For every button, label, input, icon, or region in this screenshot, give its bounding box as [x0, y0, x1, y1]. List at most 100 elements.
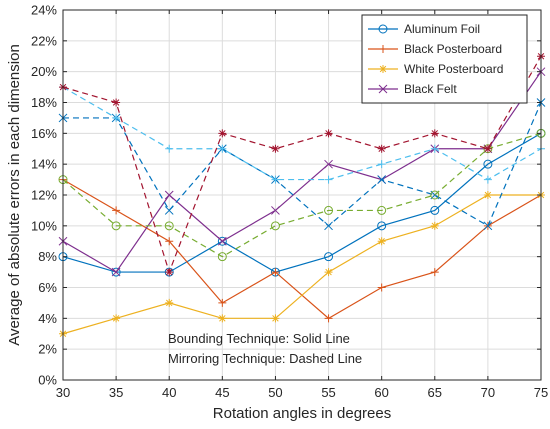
- x-tick-label: 45: [215, 385, 229, 400]
- data-point: [217, 236, 227, 246]
- data-point: [483, 191, 492, 199]
- data-point: [112, 314, 121, 323]
- series-line: [62, 86, 542, 181]
- legend: Aluminum Foil Black Posterboard White Post…: [361, 14, 528, 104]
- y-axis-label: Average of absolute errors in each dimen…: [6, 44, 23, 346]
- data-point: [483, 159, 493, 169]
- data-point: [217, 252, 227, 262]
- x-tick-label: 40: [162, 385, 176, 400]
- data-point: [324, 129, 333, 138]
- ticks: 0% 2% 4% 6% 8% 10% 12% 14% 16% 18% 20% 22% 24% 30 35 40…: [31, 3, 548, 401]
- y-tick-label: 6%: [38, 280, 57, 295]
- data-point: [112, 206, 121, 215]
- data-point: [324, 314, 333, 323]
- y-tick-label: 20%: [31, 64, 57, 79]
- data-point: [271, 314, 280, 323]
- x-tick-label: 55: [321, 385, 335, 400]
- y-tick-label: 14%: [31, 157, 57, 172]
- data-point: [377, 283, 386, 292]
- x-tick-label: 75: [534, 385, 548, 400]
- series-line: [62, 194, 541, 335]
- x-tick-label: 70: [481, 385, 495, 400]
- legend-label: Black Felt: [404, 82, 457, 96]
- series-6: [58, 128, 546, 262]
- x-axis-label: Rotation angles in degrees: [213, 405, 391, 422]
- y-tick-label: 10%: [31, 218, 57, 233]
- data-point: [430, 190, 440, 200]
- data-point: [111, 267, 121, 277]
- series-line: [62, 132, 542, 258]
- data-point: [377, 144, 386, 153]
- data-point: [271, 144, 280, 153]
- data-point: [271, 175, 280, 184]
- y-tick-label: 2%: [38, 342, 57, 357]
- legend-label: Aluminum Foil: [404, 22, 480, 36]
- data-point: [112, 113, 121, 122]
- data-point: [164, 206, 174, 215]
- data-point: [218, 144, 227, 153]
- data-point: [270, 221, 280, 231]
- data-point: [430, 268, 439, 277]
- y-tick-label: 24%: [31, 3, 57, 18]
- data-point: [165, 268, 174, 277]
- data-point: [218, 314, 227, 323]
- data-point: [483, 221, 493, 231]
- x-tick-label: 35: [109, 385, 123, 400]
- legend-label: White Posterboard: [404, 62, 503, 76]
- y-tick-label: 18%: [31, 95, 57, 110]
- data-point: [430, 144, 439, 153]
- data-point: [164, 190, 174, 200]
- data-point: [483, 175, 492, 184]
- series-3: [58, 67, 546, 277]
- data-point: [165, 144, 174, 153]
- x-tick-label: 50: [268, 385, 282, 400]
- x-tick-label: 30: [56, 385, 70, 400]
- data-point: [324, 175, 333, 184]
- data-point: [324, 252, 334, 262]
- data-point: [430, 221, 439, 230]
- y-tick-label: 4%: [38, 311, 57, 326]
- data-point: [430, 129, 439, 138]
- data-point: [377, 205, 387, 215]
- x-tick-label: 60: [374, 385, 388, 400]
- annotation-mirroring: Mirroring Technique: Dashed Line: [168, 351, 362, 366]
- data-point: [324, 205, 334, 215]
- series-line: [62, 71, 542, 273]
- data-point: [164, 221, 174, 231]
- legend-item: Black Posterboard: [368, 42, 502, 56]
- y-tick-label: 0%: [38, 373, 57, 388]
- y-tick-label: 12%: [31, 188, 57, 203]
- data-point: [324, 268, 333, 277]
- legend-label: Black Posterboard: [404, 42, 502, 56]
- data-point: [165, 237, 174, 246]
- data-point: [112, 98, 121, 107]
- data-point: [377, 175, 387, 184]
- legend-box: [361, 14, 528, 104]
- legend-marker: [379, 45, 387, 53]
- legend-item: Black Felt: [368, 82, 457, 96]
- data-point: [483, 144, 492, 153]
- data-point: [377, 160, 386, 169]
- data-point: [218, 129, 227, 138]
- data-point: [271, 206, 280, 215]
- legend-marker: [379, 65, 387, 73]
- x-tick-label: 65: [428, 385, 442, 400]
- data-point: [377, 221, 387, 231]
- data-point: [217, 236, 227, 246]
- data-point: [324, 221, 333, 231]
- legend-marker: [378, 24, 388, 34]
- data-point: [218, 298, 227, 307]
- data-point: [324, 159, 333, 169]
- y-tick-label: 16%: [31, 126, 57, 141]
- legend-item: White Posterboard: [368, 62, 503, 76]
- data-point: [111, 267, 121, 277]
- data-point: [377, 237, 386, 246]
- legend-item: Aluminum Foil: [368, 22, 480, 36]
- y-tick-label: 22%: [31, 33, 57, 48]
- series-line: [62, 55, 542, 274]
- data-point: [165, 298, 174, 307]
- y-tick-label: 8%: [38, 249, 57, 264]
- series-line: [62, 132, 542, 273]
- data-point: [111, 221, 121, 231]
